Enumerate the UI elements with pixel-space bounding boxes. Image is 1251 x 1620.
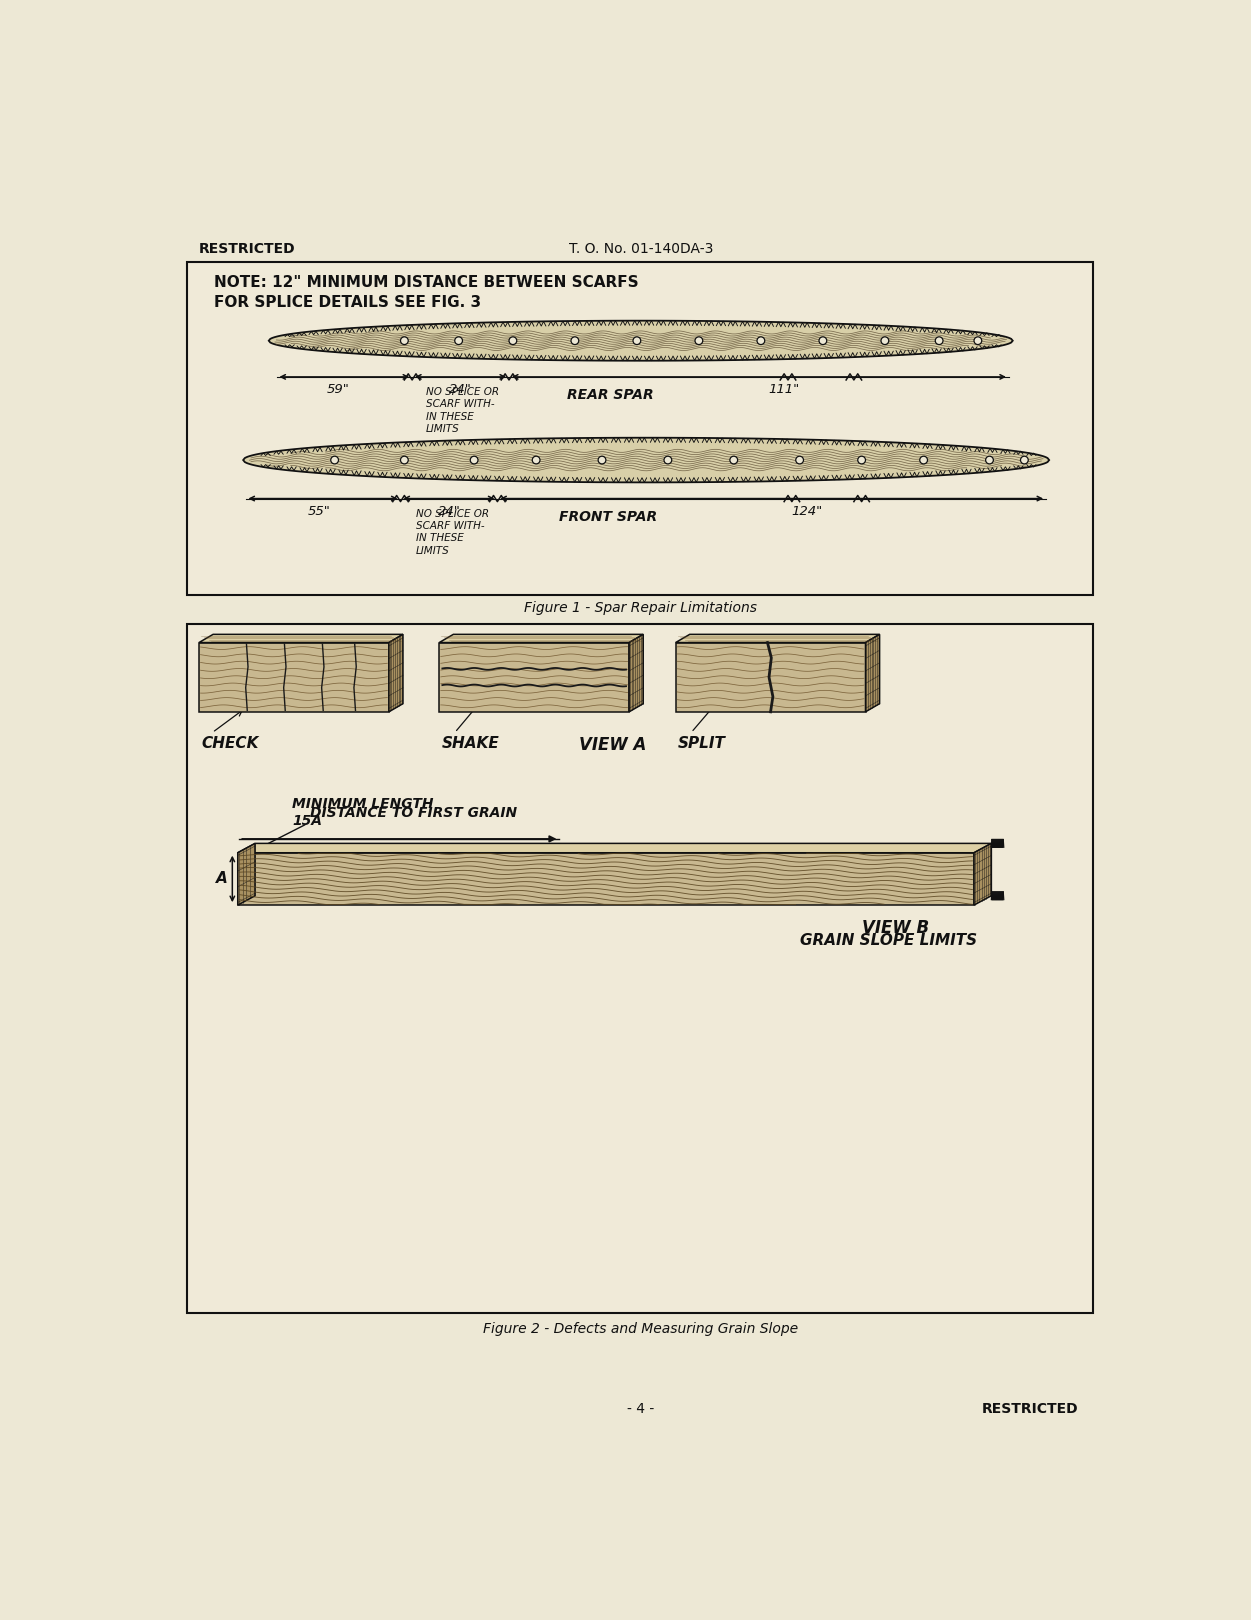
Polygon shape <box>389 635 403 711</box>
Polygon shape <box>243 437 1050 483</box>
Text: NO SPLICE OR
SCARF WITH-
IN THESE
LIMITS: NO SPLICE OR SCARF WITH- IN THESE LIMITS <box>427 387 499 434</box>
Text: MINIMUM LENGTH
15A: MINIMUM LENGTH 15A <box>291 797 434 828</box>
Text: FRONT SPAR: FRONT SPAR <box>559 510 658 525</box>
Polygon shape <box>975 844 991 906</box>
Circle shape <box>1021 457 1028 463</box>
Polygon shape <box>238 852 975 906</box>
Text: SHAKE: SHAKE <box>442 737 499 752</box>
Text: Figure 2 - Defects and Measuring Grain Slope: Figure 2 - Defects and Measuring Grain S… <box>483 1322 798 1336</box>
Text: VIEW A: VIEW A <box>579 737 646 755</box>
Text: 111": 111" <box>768 382 799 395</box>
Circle shape <box>819 337 827 345</box>
Bar <box>188 624 1092 1314</box>
Bar <box>188 262 1092 595</box>
Text: SPLIT: SPLIT <box>678 737 726 752</box>
Polygon shape <box>238 844 991 852</box>
Circle shape <box>664 457 672 463</box>
Circle shape <box>400 457 408 463</box>
Text: CHECK: CHECK <box>201 737 259 752</box>
Text: 124": 124" <box>792 505 823 518</box>
Circle shape <box>936 337 943 345</box>
Circle shape <box>455 337 463 345</box>
Circle shape <box>532 457 540 463</box>
Text: 24": 24" <box>438 505 460 518</box>
Circle shape <box>330 457 339 463</box>
Polygon shape <box>439 635 643 643</box>
Circle shape <box>881 337 888 345</box>
Text: DISTANCE TO FIRST GRAIN: DISTANCE TO FIRST GRAIN <box>310 807 517 820</box>
Text: VIEW B: VIEW B <box>862 919 928 936</box>
Polygon shape <box>629 635 643 711</box>
Text: T. O. No. 01-140DA-3: T. O. No. 01-140DA-3 <box>568 241 713 256</box>
Circle shape <box>570 337 579 345</box>
Text: - 4 -: - 4 - <box>627 1401 654 1416</box>
Polygon shape <box>439 643 629 711</box>
Text: RESTRICTED: RESTRICTED <box>199 241 295 256</box>
Text: NO SPLICE OR
SCARF WITH-
IN THESE
LIMITS: NO SPLICE OR SCARF WITH- IN THESE LIMITS <box>417 509 489 556</box>
Circle shape <box>633 337 641 345</box>
Polygon shape <box>676 643 866 711</box>
Circle shape <box>919 457 927 463</box>
Circle shape <box>598 457 605 463</box>
Circle shape <box>696 337 703 345</box>
Circle shape <box>400 337 408 345</box>
Circle shape <box>470 457 478 463</box>
Text: 59": 59" <box>327 382 350 395</box>
Text: A: A <box>215 872 228 886</box>
Text: GRAIN SLOPE LIMITS: GRAIN SLOPE LIMITS <box>799 933 977 948</box>
Polygon shape <box>199 643 389 711</box>
Text: RESTRICTED: RESTRICTED <box>982 1401 1078 1416</box>
Circle shape <box>986 457 993 463</box>
Text: Figure 1 - Spar Repair Limitations: Figure 1 - Spar Repair Limitations <box>524 601 757 616</box>
Circle shape <box>757 337 764 345</box>
Text: NOTE: 12" MINIMUM DISTANCE BETWEEN SCARFS
FOR SPLICE DETAILS SEE FIG. 3: NOTE: 12" MINIMUM DISTANCE BETWEEN SCARF… <box>214 275 639 309</box>
Polygon shape <box>676 635 879 643</box>
Circle shape <box>975 337 982 345</box>
Text: 55": 55" <box>308 505 330 518</box>
Circle shape <box>509 337 517 345</box>
Circle shape <box>796 457 803 463</box>
Text: REAR SPAR: REAR SPAR <box>567 389 654 402</box>
Polygon shape <box>199 635 403 643</box>
Polygon shape <box>238 844 255 906</box>
Polygon shape <box>866 635 879 711</box>
Circle shape <box>729 457 738 463</box>
Circle shape <box>858 457 866 463</box>
Polygon shape <box>269 321 1013 361</box>
Text: 24": 24" <box>449 382 472 395</box>
